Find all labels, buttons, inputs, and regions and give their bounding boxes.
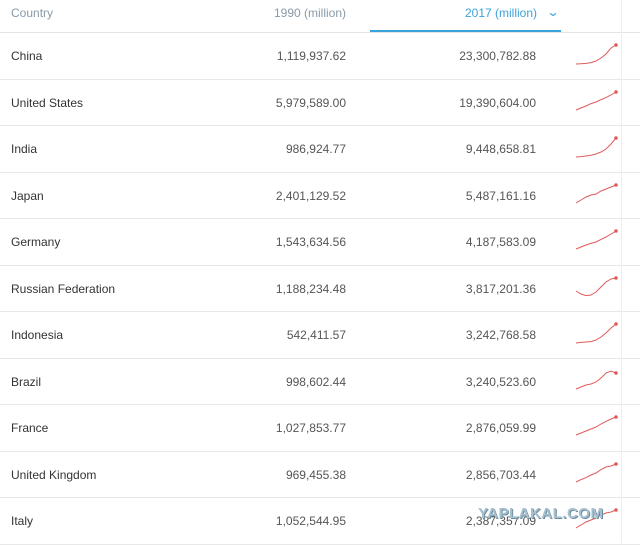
sparkline-end-dot bbox=[614, 322, 618, 326]
value-2017-cell: 4,187,583.09 bbox=[465, 235, 536, 249]
value-2017-cell: 2,876,059.99 bbox=[465, 421, 536, 435]
sparkline-path bbox=[575, 416, 617, 436]
table-row[interactable]: United States 5,979,589.00 19,390,604.00 bbox=[0, 80, 640, 126]
table-row[interactable]: Brazil 998,602.44 3,240,523.60 bbox=[0, 359, 640, 405]
value-1990-cell: 542,411.57 bbox=[286, 328, 346, 342]
value-2017-cell: 23,300,782.88 bbox=[459, 49, 536, 63]
country-cell: United States bbox=[11, 95, 84, 110]
trend-sparkline bbox=[575, 275, 618, 296]
value-1990-cell: 998,602.44 bbox=[285, 374, 346, 389]
sparkline-path bbox=[575, 230, 617, 250]
value-1990-cell: 1,188,234.48 bbox=[275, 281, 346, 296]
sparkline-end-dot bbox=[614, 275, 618, 280]
trend-sparkline bbox=[575, 182, 618, 203]
right-divider bbox=[621, 0, 622, 543]
value-1990-cell: 986,924.77 bbox=[285, 142, 346, 156]
value-2017-cell: 3,240,523.60 bbox=[465, 374, 536, 389]
sparkline-path bbox=[575, 91, 617, 110]
sparkline-end-dot bbox=[614, 461, 618, 466]
sparkline-end-dot bbox=[614, 89, 618, 94]
trend-sparkline bbox=[575, 43, 618, 65]
value-1990-cell: 1,027,853.77 bbox=[275, 421, 346, 435]
country-cell: Germany bbox=[11, 235, 61, 249]
value-2017-cell: 5,487,161.16 bbox=[465, 188, 536, 203]
country-cell: Italy bbox=[11, 514, 34, 528]
value-1990-cell: 1,052,544.95 bbox=[275, 514, 346, 528]
value-2017-cell: 3,817,201.36 bbox=[465, 281, 536, 296]
column-header-2017[interactable]: 2017 (million) bbox=[464, 6, 537, 20]
value-2017-cell: 9,448,658.81 bbox=[465, 142, 536, 156]
table-body: China 1,119,937.62 23,300,782.88 United Sta… bbox=[0, 33, 640, 545]
value-2017-cell: 3,242,768.58 bbox=[465, 328, 536, 342]
country-cell: Russian Federation bbox=[11, 281, 116, 296]
sparkline-path bbox=[575, 509, 617, 529]
sparkline-end-dot bbox=[614, 136, 618, 140]
table-row[interactable]: Russian Federation 1,188,234.48 3,817,201.… bbox=[0, 266, 640, 312]
sparkline-path bbox=[575, 44, 617, 65]
trend-sparkline bbox=[575, 89, 618, 110]
country-cell: United Kingdom bbox=[11, 467, 97, 482]
sparkline-path bbox=[575, 463, 617, 482]
table-row[interactable]: United Kingdom 969,455.38 2,856,703.44 bbox=[0, 452, 640, 498]
trend-sparkline bbox=[575, 369, 618, 389]
trend-sparkline bbox=[575, 461, 618, 482]
sparkline-path bbox=[575, 323, 617, 344]
sparkline-path bbox=[575, 369, 617, 389]
value-1990-cell: 1,543,634.56 bbox=[275, 235, 346, 249]
country-cell: China bbox=[11, 49, 43, 63]
country-cell: India bbox=[11, 142, 38, 156]
country-cell: France bbox=[11, 421, 49, 435]
sparkline-end-dot bbox=[614, 182, 618, 187]
sparkline-path bbox=[575, 184, 617, 203]
table-row[interactable]: Germany 1,543,634.56 4,187,583.09 bbox=[0, 219, 640, 266]
value-1990-cell: 1,119,937.62 bbox=[276, 49, 346, 63]
trend-sparkline bbox=[575, 322, 618, 344]
sparkline-end-dot bbox=[614, 415, 618, 419]
trend-sparkline bbox=[575, 415, 618, 436]
column-header-country[interactable]: Country bbox=[11, 6, 54, 20]
sparkline-end-dot bbox=[614, 229, 618, 233]
sparkline-end-dot bbox=[614, 508, 618, 512]
country-cell: Brazil bbox=[11, 374, 42, 389]
value-2017-cell: 2,856,703.44 bbox=[465, 467, 536, 482]
chevron-down-icon[interactable]: ⌄ bbox=[546, 5, 560, 19]
table-row[interactable]: China 1,119,937.62 23,300,782.88 bbox=[0, 33, 640, 80]
trend-sparkline bbox=[575, 229, 618, 250]
active-sort-underline bbox=[370, 30, 561, 32]
value-2017-cell: 19,390,604.00 bbox=[459, 95, 536, 110]
country-cell: Japan bbox=[11, 188, 44, 203]
sparkline-end-dot bbox=[614, 43, 618, 47]
country-cell: Indonesia bbox=[11, 328, 64, 342]
value-1990-cell: 2,401,129.52 bbox=[275, 188, 346, 203]
value-1990-cell: 969,455.38 bbox=[285, 467, 346, 482]
trend-sparkline bbox=[575, 136, 618, 158]
table-row[interactable]: Indonesia 542,411.57 3,242,768.58 bbox=[0, 312, 640, 359]
table-row[interactable]: India 986,924.77 9,448,658.81 bbox=[0, 126, 640, 173]
watermark: YAPLAKAL.COM bbox=[478, 505, 604, 522]
sparkline-end-dot bbox=[614, 370, 618, 375]
value-2017-cell: 2,387,357.09 bbox=[465, 514, 536, 528]
trend-sparkline bbox=[575, 508, 618, 529]
table-row[interactable]: France 1,027,853.77 2,876,059.99 bbox=[0, 405, 640, 452]
column-header-1990[interactable]: 1990 (million) bbox=[273, 6, 346, 20]
sparkline-path bbox=[575, 137, 617, 158]
value-1990-cell: 5,979,589.00 bbox=[275, 95, 346, 110]
table-header: Country 1990 (million) 2017 (million) ⌄ bbox=[0, 0, 640, 33]
table-row[interactable]: Japan 2,401,129.52 5,487,161.16 bbox=[0, 173, 640, 219]
sparkline-path bbox=[575, 277, 617, 296]
